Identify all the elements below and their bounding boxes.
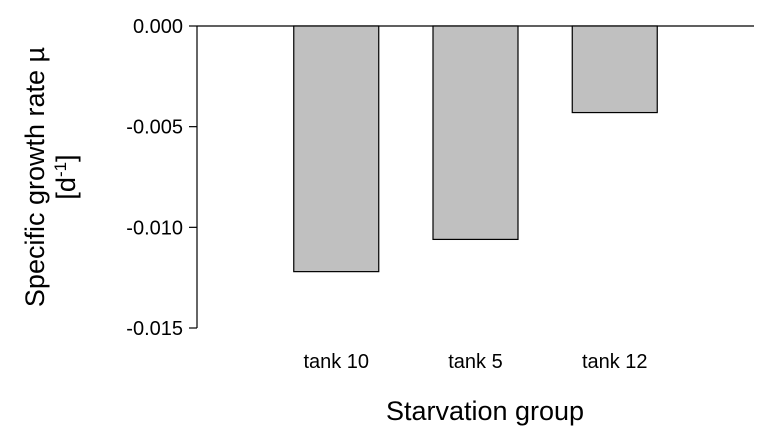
x-tick-label: tank 5: [448, 351, 502, 373]
y-axis-title-line2: [d-1]: [51, 154, 82, 199]
x-tick-label: tank 10: [303, 351, 369, 373]
y-tick-label: -0.005: [126, 117, 183, 139]
bars: [293, 25, 658, 273]
y-tick-label: -0.015: [126, 318, 183, 340]
y-tick-label: -0.010: [126, 217, 183, 239]
bar-tank-12: [571, 25, 658, 114]
y-axis-title: Specific growth rate µ [d-1]: [20, 47, 81, 307]
y-axis-title-unit-exponent: -1: [51, 162, 70, 177]
x-tick-label: tank 12: [582, 351, 648, 373]
y-axis-ticks: 0.000 -0.005 -0.010 -0.015: [126, 16, 197, 340]
y-tick-label: 0.000: [133, 16, 183, 38]
y-axis-title-unit-suffix: ]: [51, 154, 81, 162]
x-axis-title: Starvation group: [386, 396, 584, 426]
bar-tank-5: [432, 25, 519, 241]
y-axis-title-unit-prefix: [d: [51, 177, 81, 200]
y-axis-title-line1: Specific growth rate µ: [20, 47, 50, 307]
x-axis-tick-labels: tank 10 tank 5 tank 12: [303, 351, 647, 373]
bar-tank-10: [293, 25, 380, 273]
